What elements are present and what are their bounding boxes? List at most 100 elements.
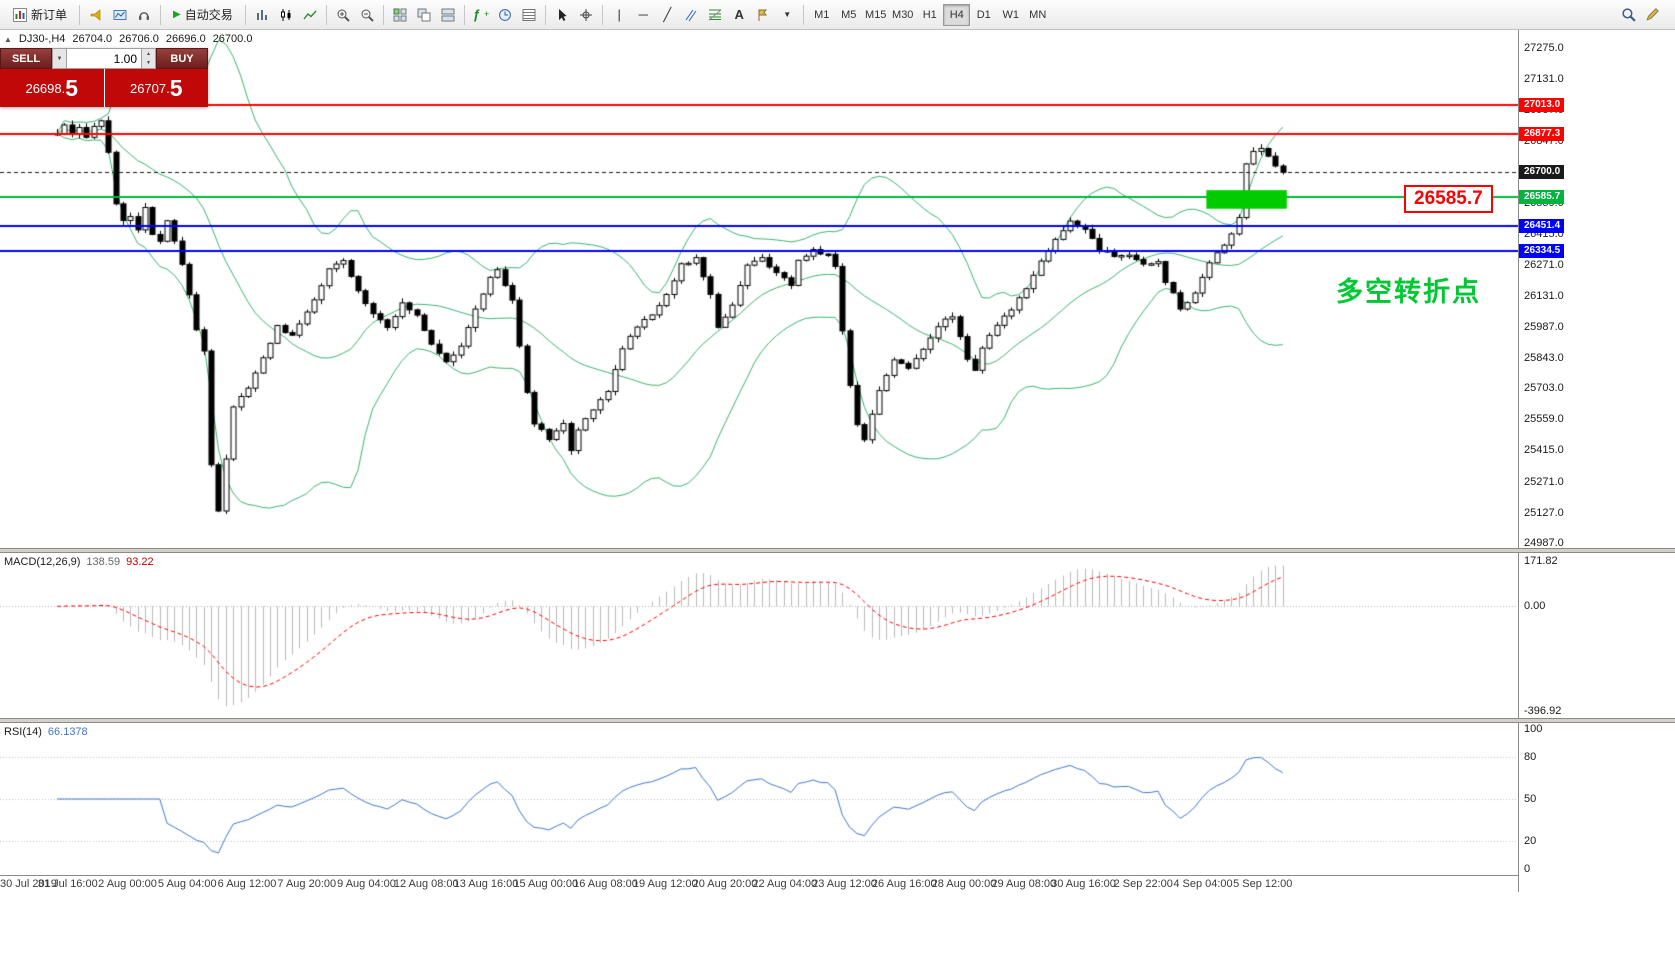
- toolbar-separator: [463, 4, 465, 25]
- horizontal-line-icon: ─: [638, 7, 648, 22]
- indicators-button[interactable]: ƒ +: [469, 3, 494, 27]
- volume-up-icon[interactable]: ▲: [146, 50, 151, 57]
- time-axis-label: 23 Aug 12:00: [812, 878, 877, 890]
- search-icon: [1621, 8, 1636, 22]
- support-button[interactable]: [132, 3, 156, 27]
- line-chart-button[interactable]: [298, 3, 322, 27]
- rsi-axis-label: 50: [1524, 793, 1537, 805]
- time-axis-label: 28 Aug 00:00: [931, 878, 997, 890]
- time-axis-label: 20 Aug 20:00: [692, 878, 758, 890]
- clock-icon: [499, 8, 512, 21]
- rsi-title: RSI(14) 66.1378: [4, 726, 94, 738]
- price-axis-label: 25559.0: [1524, 413, 1564, 426]
- autotrading-button[interactable]: ▶ 自动交易: [165, 3, 241, 27]
- toolbar-separator: [244, 4, 246, 25]
- indicators-icon: ƒ: [472, 7, 480, 22]
- timeframe-m15[interactable]: M15: [865, 8, 887, 21]
- buy-price[interactable]: 26707. 5: [104, 69, 208, 107]
- volume-dropdown-button[interactable]: ▼: [52, 48, 67, 69]
- sell-price[interactable]: 26698. 5: [0, 69, 104, 107]
- new-order-button[interactable]: 新订单: [5, 3, 75, 27]
- zoom-out-button[interactable]: [355, 3, 379, 27]
- ohlc-high: 26706.0: [119, 33, 159, 45]
- new-order-label: 新订单: [31, 8, 68, 22]
- tile-windows-button[interactable]: [388, 3, 412, 27]
- text-tool[interactable]: A: [727, 3, 751, 27]
- buy-button[interactable]: BUY: [156, 48, 208, 69]
- timeframe-h1[interactable]: H1: [922, 8, 937, 21]
- time-axis-label: 30 Jul 2019: [0, 878, 57, 890]
- timeframe-m5[interactable]: M5: [841, 8, 857, 21]
- candlestick-icon: [280, 8, 291, 21]
- candlestick-chart-button[interactable]: [274, 3, 298, 27]
- zoom-out-icon: [361, 9, 374, 22]
- fibonacci-tool[interactable]: [703, 3, 727, 27]
- vertical-line-tool[interactable]: |: [607, 3, 631, 27]
- horizontal-line-tool[interactable]: ─: [631, 3, 655, 27]
- rsi-axis-label: 100: [1524, 723, 1543, 735]
- rsi-axis-label: 0: [1524, 863, 1531, 875]
- data-window-button[interactable]: [517, 3, 541, 27]
- time-axis[interactable]: 30 Jul 2019 31 Jul 16:00 2 Aug 00:00 5 Aug …: [0, 878, 1518, 894]
- timeframe-d1[interactable]: D1: [976, 8, 991, 21]
- rsi-value: 66.1378: [47, 726, 88, 738]
- edit-button[interactable]: [1640, 3, 1664, 27]
- ohlc-close: 26700.0: [212, 33, 253, 45]
- label-tool[interactable]: [751, 3, 775, 27]
- rsi-indicator-canvas[interactable]: [0, 723, 1518, 875]
- channel-tool[interactable]: [679, 3, 703, 27]
- announcement-button[interactable]: [84, 3, 108, 27]
- timeframe-h4[interactable]: H4: [943, 3, 971, 26]
- timeframe-mn[interactable]: MN: [1029, 8, 1047, 21]
- bar-chart-icon: [256, 9, 267, 20]
- level-callout: 26585.7: [1404, 185, 1493, 213]
- cascade-windows-button[interactable]: [412, 3, 436, 27]
- time-axis-label: 13 Aug 16:00: [453, 878, 519, 890]
- price-axis-label: 25415.0: [1524, 444, 1564, 457]
- volume-input[interactable]: [67, 48, 141, 69]
- timeframe-m30[interactable]: M30: [892, 8, 914, 21]
- search-button[interactable]: [1616, 3, 1640, 27]
- ohlc-low: 26696.0: [165, 33, 206, 45]
- flag-icon: [758, 9, 768, 21]
- panel-separator[interactable]: [0, 718, 1675, 723]
- price-level-badge: 26334.5: [1519, 244, 1565, 259]
- macd-signal-value: 93.22: [126, 556, 154, 568]
- price-axis-label: 25127.0: [1524, 506, 1564, 519]
- buy-price-big: 5: [169, 74, 183, 101]
- chevron-down-icon: ▼: [783, 9, 792, 19]
- price-axis[interactable]: 27275.027131.026987.026847.026703.026559…: [1519, 30, 1675, 954]
- volume-down-icon[interactable]: ▼: [146, 60, 151, 67]
- macd-main-value: 138.59: [86, 556, 121, 568]
- bar-chart-button[interactable]: [250, 3, 274, 27]
- shapes-dropdown[interactable]: ▼: [775, 3, 799, 27]
- toolbar: 新订单 ▶ 自动交易: [0, 0, 1675, 30]
- play-icon: ▶: [173, 8, 181, 20]
- sell-price-main: 26698.: [25, 80, 66, 96]
- toolbar-right-group: [1616, 3, 1670, 27]
- main-chart-canvas[interactable]: [0, 30, 1518, 548]
- panel-separator[interactable]: [0, 548, 1675, 553]
- ohlc-open: 26704.0: [72, 33, 113, 45]
- sell-button[interactable]: SELL: [0, 48, 52, 69]
- price-axis-label: 25987.0: [1524, 320, 1564, 333]
- arrange-windows-button[interactable]: [436, 3, 460, 27]
- cursor-button[interactable]: [550, 3, 574, 27]
- chart-ohlc-header: ▲ DJ30-,H4 26704.0 26706.0 26696.0 26700…: [4, 33, 252, 45]
- time-axis-label: 15 Aug 00:00: [513, 878, 579, 890]
- price-level-badge: 26585.7: [1519, 190, 1565, 205]
- zoom-in-button[interactable]: [331, 3, 355, 27]
- toolbar-separator: [545, 4, 547, 25]
- chart-profile-icon: [113, 9, 127, 20]
- macd-indicator-canvas[interactable]: [0, 553, 1518, 718]
- timeframe-m1[interactable]: M1: [814, 8, 830, 21]
- trendline-tool[interactable]: ╱: [655, 3, 679, 27]
- time-axis-label: 2 Sep 22:00: [1113, 878, 1173, 890]
- data-window-icon: [522, 8, 536, 21]
- volume-stepper[interactable]: ▲ ▼: [141, 48, 156, 69]
- timeframe-w1[interactable]: W1: [1002, 8, 1019, 21]
- price-axis-label: 26271.0: [1524, 259, 1564, 272]
- history-button[interactable]: [493, 3, 517, 27]
- crosshair-button[interactable]: [574, 3, 598, 27]
- profiles-button[interactable]: [108, 3, 132, 27]
